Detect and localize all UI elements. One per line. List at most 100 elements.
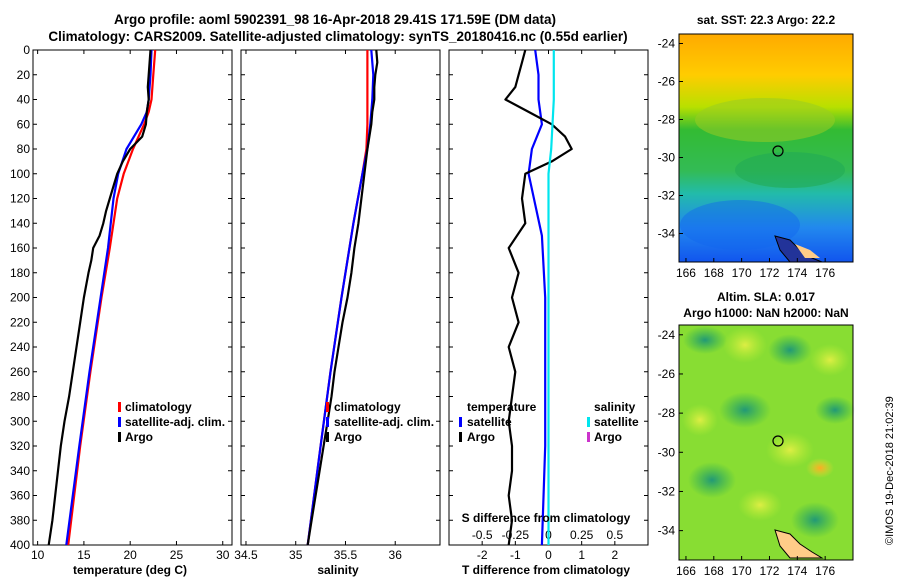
sla-high-4 [766,432,814,468]
depth-tick-label: 340 [10,464,30,478]
difference-top-xlabel: S difference from climatology [462,511,631,525]
sla-high-2 [810,344,850,376]
depth-tick-label: 20 [17,68,31,82]
legend-diff-s-argo: Argo [594,430,622,444]
sst-ytick-label: -26 [658,75,676,89]
sla-new-zealand-land [774,529,824,559]
diff-top-tick-label: -0.25 [502,528,530,542]
sla-map-axes: 166 168 170 172 174 176 -24 -26 -28 -30 -32 -34 [658,328,836,578]
depth-tick-label: 200 [10,291,30,305]
sst-cool-band [735,152,845,188]
sst-land-patch [795,244,820,258]
legend-satellite: satellite-adj. clim. [125,415,225,429]
sst-ytick-label: -32 [658,189,676,203]
sla-xtick-label: 166 [676,564,696,578]
temperature-plot: 0 20 40 60 80 100 120 140 160 180 200 220 240 260 280 3… [10,43,232,562]
sst-xtick-label: 170 [732,266,752,280]
diff-series-temperature-satellite [527,49,547,546]
legend-diff-s-argo-swatch [587,432,590,442]
legend-sal-climatology: climatology [334,400,401,414]
sla-xtick-label: 170 [732,564,752,578]
legend-argo: Argo [125,430,153,444]
imos-credit: ©IMOS 19-Dec-2018 21:02:39 [884,396,896,545]
legend-diff-s-satellite: satellite [594,415,639,429]
depth-tick-label: 0 [23,43,30,57]
legend-satellite-swatch [118,417,121,427]
sst-map [678,33,854,263]
sst-ytick-label: -28 [658,113,676,127]
legend-diff-t-argo-swatch [459,432,462,442]
sst-warm-tongue [695,98,835,142]
sla-ytick-label: -24 [658,328,676,342]
sla-xtick-label: 168 [704,564,724,578]
sla-high-3 [682,404,718,436]
title-line1: Argo profile: aoml 5902391_98 16-Apr-201… [114,12,556,27]
sst-ytick-label: -24 [658,37,676,51]
legend-sal-argo-swatch [326,432,329,442]
diff-series-salinity-satellite [547,50,555,545]
salinity-plot: 34.5 35 35.5 36 [234,49,440,562]
legend-salinity-title: salinity [594,400,636,414]
sla-high-1 [723,327,767,363]
sla-xtick-label: 174 [787,564,807,578]
sla-low-3 [719,392,771,428]
depth-tick-label: 360 [10,489,30,503]
depth-tick-label: 160 [10,241,30,255]
legend-sal-climatology-swatch [326,402,329,412]
temp-xtick-label: 15 [77,548,91,562]
sst-xtick-label: 168 [704,266,724,280]
temp-xtick-label: 25 [170,548,184,562]
title-line2: Climatology: CARS2009. Satellite-adjuste… [48,29,627,44]
legend-diff-t-satellite: satellite [467,415,512,429]
legend-climatology: climatology [125,400,192,414]
temp-xtick-label: 10 [31,548,45,562]
diff-xtick-label: -1 [510,548,521,562]
sal-xtick-label: 35.5 [334,548,358,562]
sla-ytick-label: -32 [658,484,676,498]
sst-argo-position-marker [772,145,784,157]
sla-ytick-label: -28 [658,406,676,420]
sla-xtick-label: 176 [815,564,835,578]
depth-tick-label: 220 [10,315,30,329]
depth-tick-label: 320 [10,439,30,453]
legend-sal-argo: Argo [334,430,362,444]
legend-temperature-title: temperature [467,400,537,414]
legend-sal-satellite-swatch [326,417,329,427]
sst-xtick-label: 166 [676,266,696,280]
diff-top-tick-label: 0.25 [570,528,594,542]
sst-xtick-label: 172 [759,266,779,280]
sla-low-5 [688,462,736,498]
difference-xlabel: T difference from climatology [462,563,630,577]
diff-xtick-label: -2 [477,548,488,562]
sla-map-title2: Argo h1000: NaN h2000: NaN [683,306,848,320]
sst-new-zealand-land [774,235,823,263]
diff-xtick-label: 0 [545,548,552,562]
sla-ytick-label: -26 [658,367,676,381]
temp-series-satellite-adj-clim- [65,49,153,546]
temp-series-argo [47,49,152,546]
sla-ytick-label: -30 [658,445,676,459]
diff-xtick-label: 2 [611,548,618,562]
temperature-xlabel: temperature (deg C) [73,563,187,577]
depth-tick-label: 80 [17,142,31,156]
legend-sal-satellite: satellite-adj. clim. [334,415,434,429]
depth-tick-label: 380 [10,513,30,527]
sst-xtick-label: 176 [815,266,835,280]
depth-tick-label: 40 [17,93,31,107]
sal-series-argo [306,49,379,546]
salinity-xlabel: salinity [317,563,359,577]
sal-series-satellite-adj-clim- [306,49,375,546]
sla-high-5 [738,489,782,521]
temp-xtick-label: 30 [216,548,230,562]
sst-cold-pool [680,200,800,250]
sla-low-2 [768,334,812,366]
sla-low-1 [683,326,727,354]
sla-xtick-label: 172 [759,564,779,578]
diff-series-temperature-argo [504,49,573,546]
sal-xtick-label: 35 [289,548,303,562]
sla-map-title1: Altim. SLA: 0.017 [717,290,815,304]
depth-tick-label: 140 [10,216,30,230]
depth-tick-label: 120 [10,192,30,206]
sst-map-axes: 166 168 170 172 174 176 -24 -26 -28 -30 -32 -34 [658,37,836,281]
sal-xtick-label: 34.5 [234,548,258,562]
